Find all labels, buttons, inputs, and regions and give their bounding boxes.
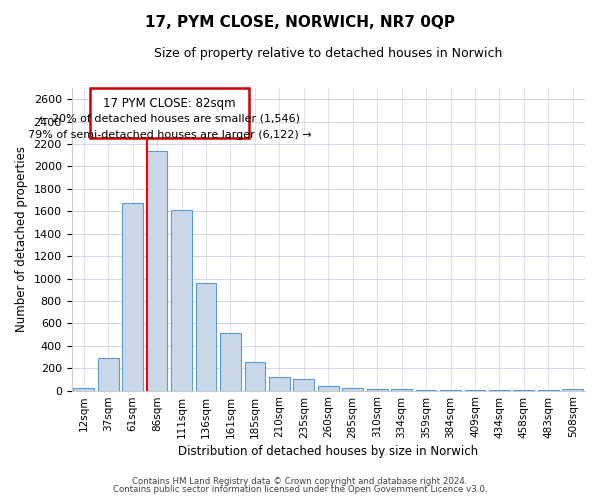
Bar (171, 210, 192, 390)
Text: 17, PYM CLOSE, NORWICH, NR7 0QP: 17, PYM CLOSE, NORWICH, NR7 0QP (145, 15, 455, 30)
Text: 17 PYM CLOSE: 82sqm: 17 PYM CLOSE: 82sqm (103, 97, 236, 110)
Bar (147, 151, 167, 390)
Text: Contains HM Land Registry data © Crown copyright and database right 2024.: Contains HM Land Registry data © Crown c… (132, 477, 468, 486)
Text: ← 20% of detached houses are smaller (1,546): ← 20% of detached houses are smaller (1,… (39, 114, 300, 124)
Bar (367, 389, 388, 390)
Title: Size of property relative to detached houses in Norwich: Size of property relative to detached ho… (154, 48, 502, 60)
FancyBboxPatch shape (90, 88, 249, 138)
Text: Contains public sector information licensed under the Open Government Licence v3: Contains public sector information licen… (113, 485, 487, 494)
Bar (122, 204, 143, 390)
X-axis label: Distribution of detached houses by size in Norwich: Distribution of detached houses by size … (178, 444, 478, 458)
Bar (196, 283, 217, 391)
Bar (220, 334, 241, 390)
Y-axis label: Number of detached properties: Number of detached properties (15, 146, 28, 332)
Bar (318, 386, 338, 390)
Bar (343, 388, 363, 390)
Bar (562, 389, 583, 390)
Bar (293, 380, 314, 390)
Bar (98, 358, 119, 390)
Text: 79% of semi-detached houses are larger (6,122) →: 79% of semi-detached houses are larger (… (28, 130, 311, 140)
Bar (73, 388, 94, 390)
Bar (269, 376, 290, 390)
Bar (245, 362, 265, 390)
